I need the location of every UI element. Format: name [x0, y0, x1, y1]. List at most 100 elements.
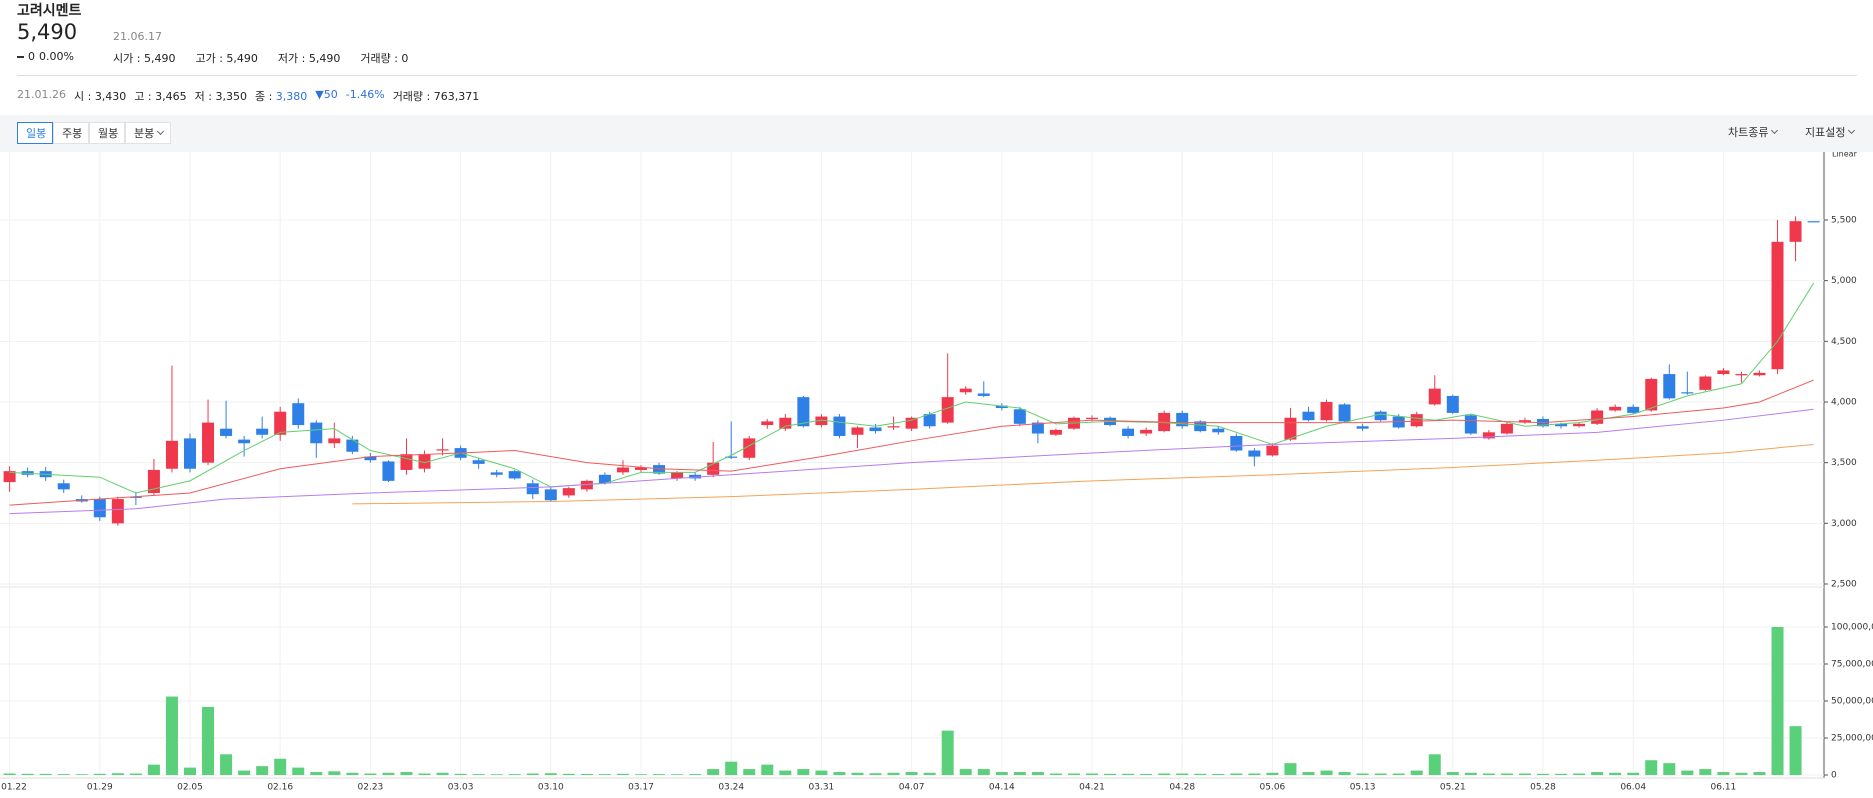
- candle-body: [165, 440, 178, 469]
- info-value: 3,465: [155, 90, 187, 103]
- volume-bar: [1518, 773, 1531, 775]
- volume-bar: [923, 772, 936, 775]
- x-tick-label: 02.23: [358, 783, 384, 793]
- info-item: 고 : 3,465: [134, 88, 186, 104]
- volume-bar: [671, 774, 684, 775]
- candle-body: [111, 499, 124, 524]
- period-label: 주봉: [62, 127, 83, 140]
- candle-body: [1338, 404, 1351, 422]
- candle-body: [256, 428, 269, 435]
- candle-body: [616, 467, 629, 473]
- candle-body: [1789, 221, 1802, 242]
- volume-bar: [562, 773, 575, 775]
- candle-body: [653, 465, 666, 474]
- y-tick-label: 4,500: [1831, 337, 1857, 347]
- volume-bar: [1500, 773, 1513, 775]
- period-tab[interactable]: 일봉: [17, 122, 53, 144]
- stat-label: 저가 :: [277, 52, 306, 65]
- candle-body: [310, 422, 323, 444]
- candle-body: [1717, 370, 1730, 375]
- candle-body: [1609, 406, 1622, 411]
- stat-label: 거래량 :: [360, 52, 398, 65]
- volume-bar: [977, 769, 990, 775]
- stat-value: 5,490: [308, 52, 341, 65]
- x-tick-label: 04.14: [989, 783, 1015, 793]
- info-item: 시 : 3,430: [74, 88, 126, 104]
- x-tick-label: 02.16: [267, 783, 293, 793]
- stat: 고가 : 5,490: [195, 50, 257, 66]
- volume-bar: [1627, 772, 1640, 775]
- volume-bar: [1428, 754, 1441, 775]
- candle-body: [1482, 432, 1495, 439]
- candle-body: [1807, 221, 1820, 223]
- candle-body: [869, 427, 882, 432]
- candle-body: [1013, 409, 1026, 424]
- x-tick-label: 06.11: [1711, 783, 1737, 793]
- y-tick-label: 4,000: [1831, 397, 1857, 407]
- quote-date: 21.06.17: [113, 30, 162, 43]
- volume-bar: [256, 766, 269, 775]
- volume-bar: [1374, 773, 1387, 775]
- volume-bar: [1555, 773, 1568, 775]
- candle-body: [1212, 428, 1225, 433]
- candle-body: [346, 439, 359, 452]
- volume-bar: [1067, 773, 1080, 775]
- volume-bar: [653, 774, 666, 775]
- candle-body: [1681, 392, 1694, 394]
- candle-body: [418, 454, 431, 469]
- candle-body: [959, 388, 972, 393]
- volume-bar: [941, 730, 954, 775]
- candle-body: [328, 438, 341, 444]
- period-tab[interactable]: 주봉: [53, 122, 89, 144]
- x-tick-label: 03.24: [718, 783, 744, 793]
- menu-button[interactable]: 차트종류: [1728, 124, 1779, 140]
- candle-body: [580, 480, 593, 490]
- volume-bar: [1158, 773, 1171, 775]
- info-item: 저 : 3,350: [195, 88, 247, 104]
- moving-average-line: [9, 379, 1814, 506]
- menu-label: 차트종류: [1728, 126, 1769, 139]
- volume-bar: [598, 774, 611, 775]
- volume-bar: [75, 774, 88, 775]
- candle-body: [1031, 422, 1044, 434]
- candle-body: [1464, 415, 1477, 434]
- volume-bar: [1645, 760, 1658, 775]
- candle-body: [184, 438, 196, 469]
- candle-body: [1500, 423, 1513, 434]
- menu-button[interactable]: 지표설정: [1805, 124, 1856, 140]
- candle-body: [1771, 241, 1784, 370]
- volume-bar: [328, 771, 341, 775]
- volume-bar: [851, 772, 864, 775]
- candle-body: [1356, 426, 1369, 429]
- volume-bar: [93, 773, 106, 775]
- volume-bar: [508, 774, 521, 775]
- volume-bar: [1086, 773, 1098, 775]
- candle-body: [761, 421, 774, 426]
- candle-body: [147, 469, 160, 493]
- volume-bar: [1663, 763, 1676, 775]
- info-item: 종 : 3,380: [255, 88, 307, 104]
- x-tick-label: 03.10: [538, 783, 564, 793]
- period-tab[interactable]: 월봉: [89, 122, 125, 144]
- x-tick-label: 05.28: [1530, 783, 1556, 793]
- period-tab[interactable]: 분봉: [125, 122, 171, 144]
- volume-bar: [1176, 773, 1189, 775]
- candle-body: [707, 462, 720, 475]
- candle-body: [1663, 374, 1676, 399]
- volume-bar: [1410, 770, 1423, 775]
- x-tick-label: 05.21: [1440, 783, 1466, 793]
- candle-body: [977, 393, 990, 396]
- candle-body: [1302, 411, 1315, 421]
- volume-bar: [1464, 772, 1477, 775]
- candle-body: [364, 456, 377, 461]
- info-value: 3,380: [275, 90, 308, 103]
- candle-body: [1699, 376, 1712, 390]
- y-tick-label: 25,000,000: [1831, 734, 1873, 744]
- volume-bar: [3, 773, 16, 775]
- candle-body: [1374, 411, 1387, 421]
- volume-bar: [1771, 627, 1784, 775]
- x-tick-label: 03.17: [628, 783, 654, 793]
- volume-bar: [526, 773, 539, 775]
- candle-body: [544, 489, 557, 501]
